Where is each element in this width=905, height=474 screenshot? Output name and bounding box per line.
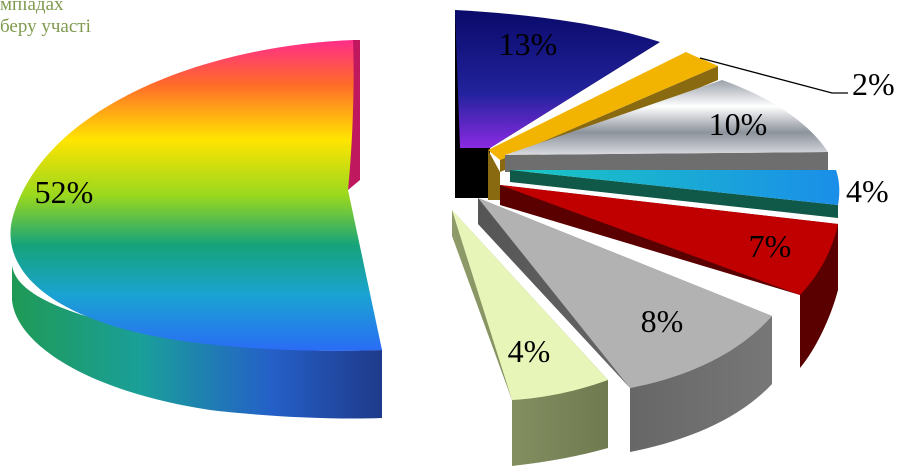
data-label-13: 13% xyxy=(499,26,558,62)
data-label-4b: 4% xyxy=(508,333,551,369)
pie-slice-8 xyxy=(478,198,772,452)
data-label-2: 2% xyxy=(852,66,895,102)
legend-line-2: беру участі xyxy=(0,16,91,37)
data-label-52: 52% xyxy=(35,174,94,210)
pie-slice-4b xyxy=(452,210,608,466)
pie-slice-10 xyxy=(505,80,828,172)
legend-fragment: мпіадах беру участі xyxy=(0,0,91,38)
data-label-7: 7% xyxy=(749,228,792,264)
data-label-10: 10% xyxy=(709,106,768,142)
leader-line-2 xyxy=(699,57,848,94)
pie-slice-4a xyxy=(510,170,840,218)
legend-line-1: мпіадах xyxy=(0,0,64,15)
pie-slice-13 xyxy=(455,10,660,198)
data-label-8: 8% xyxy=(641,303,684,339)
pie-slice-52 xyxy=(10,40,382,419)
pie-slice-7 xyxy=(500,185,838,368)
data-label-4a: 4% xyxy=(846,173,889,209)
pie-slice-2 xyxy=(488,52,718,200)
